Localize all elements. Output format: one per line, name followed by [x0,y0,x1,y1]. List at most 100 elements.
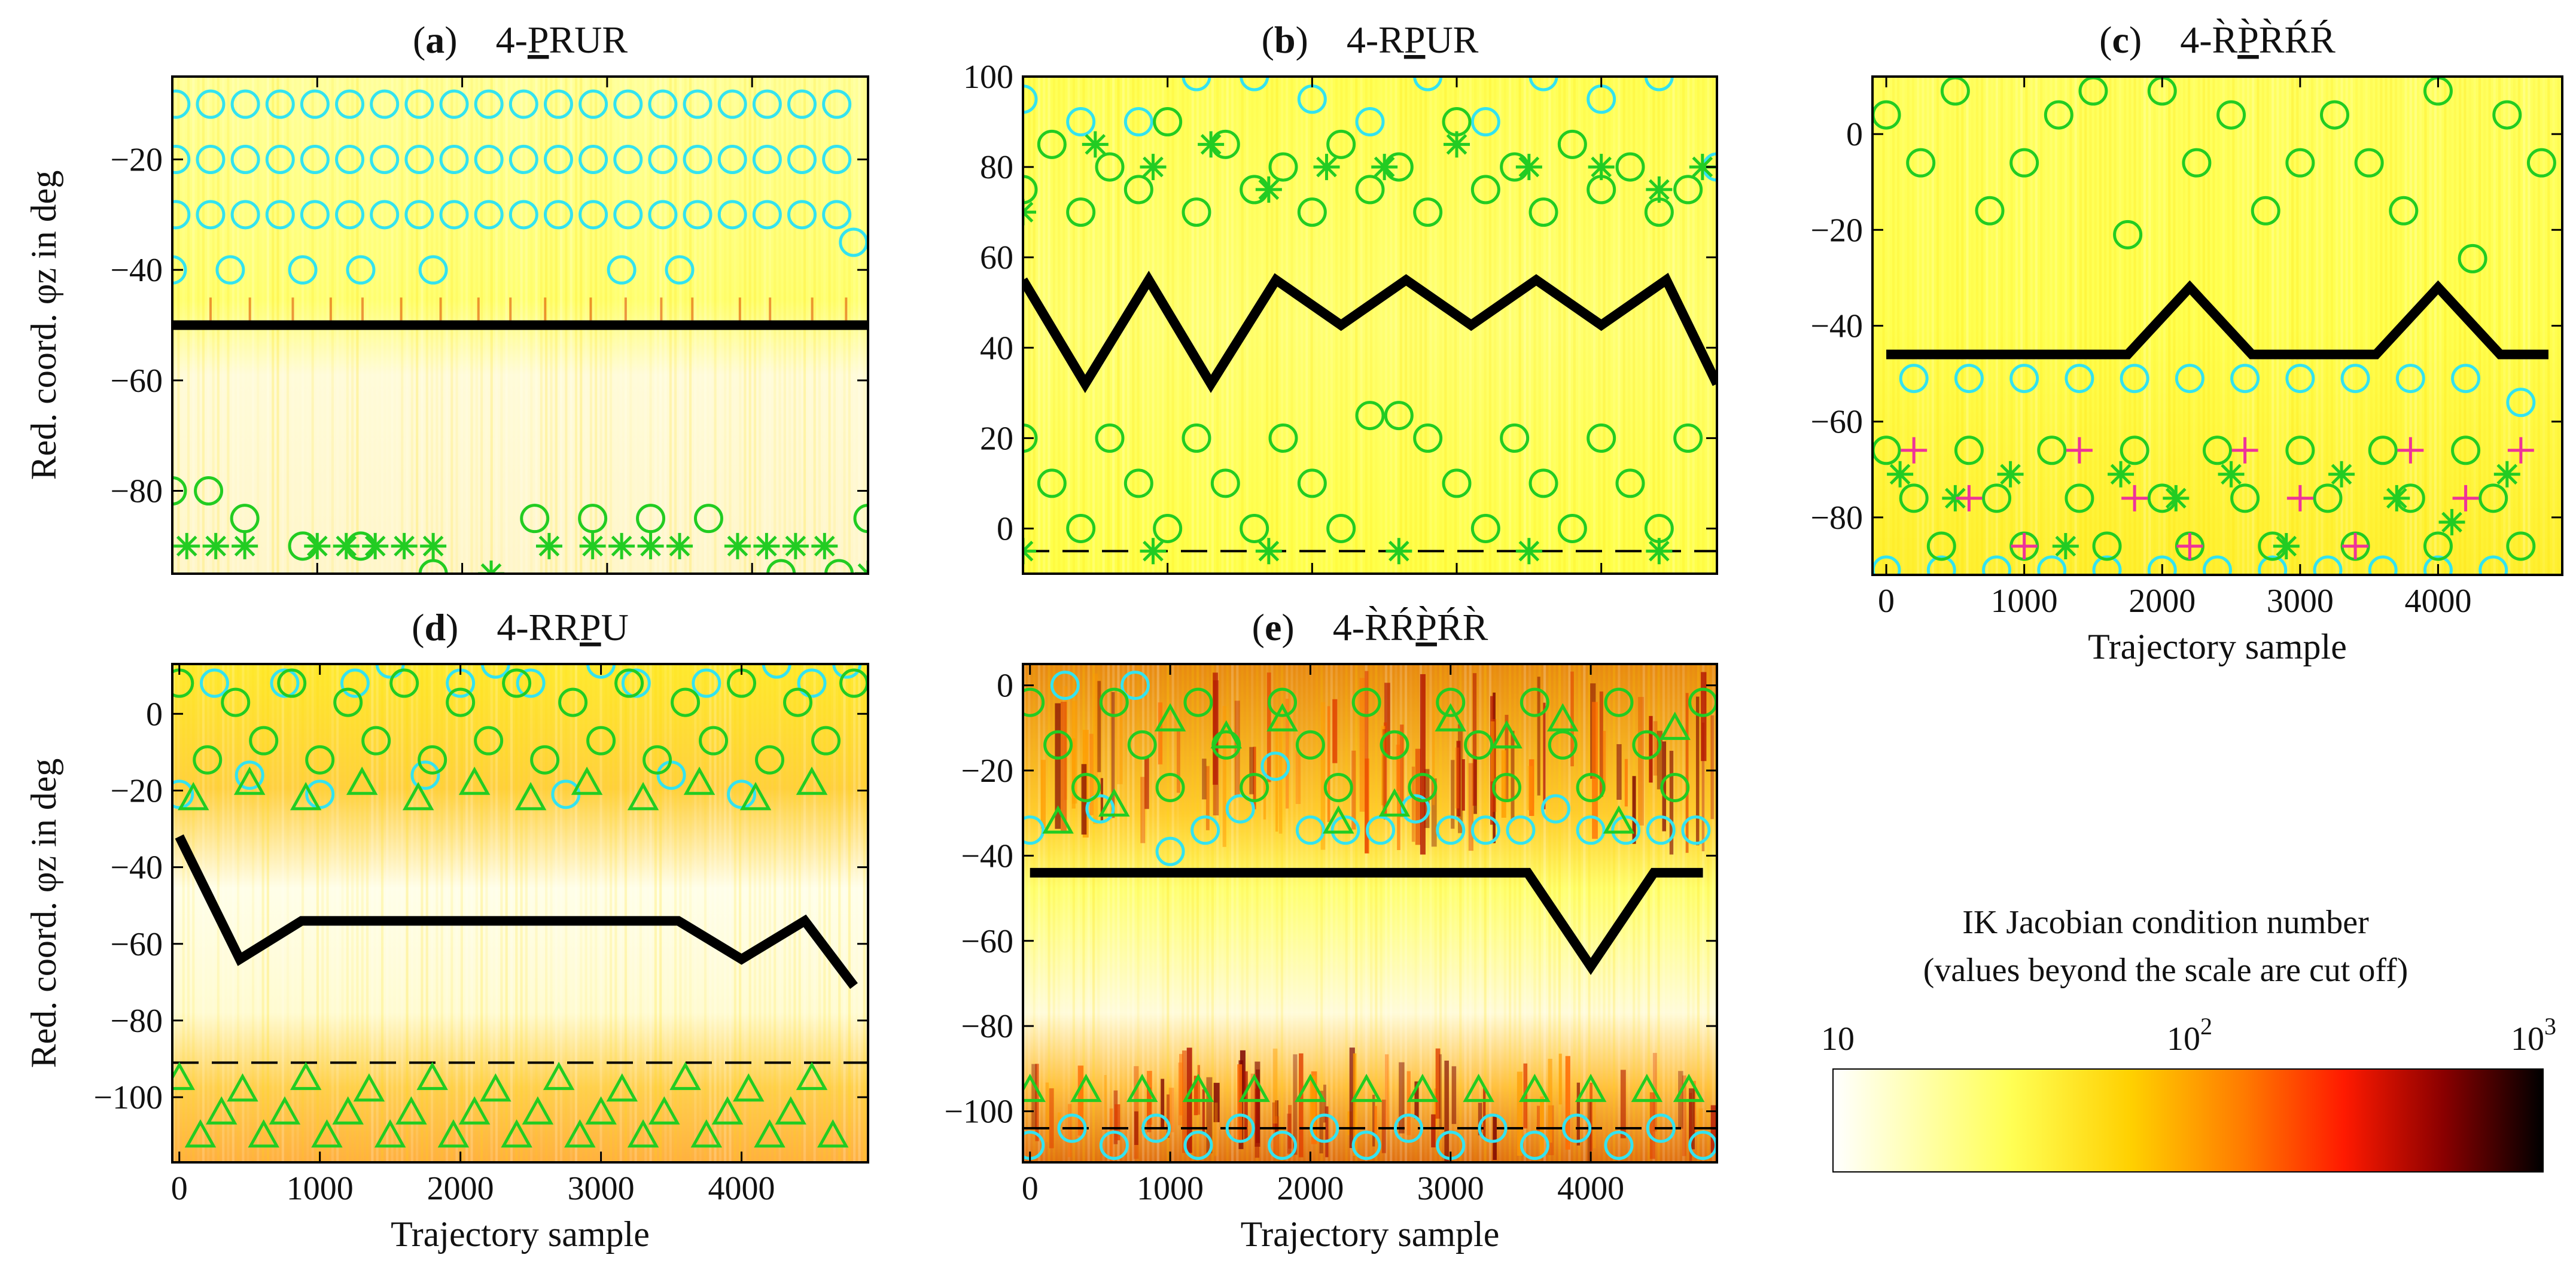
heatmap-hotspot [1031,1064,1037,1128]
heatmap-stripe [2464,77,2467,575]
heatmap-stripe [2069,77,2072,575]
heatmap-stripe [1310,664,1313,1162]
panel-a: −80 −60 −40 −20 (a) 4-PRUR Red. coord. φz in … [24,19,869,575]
heatmap-stripe [1147,664,1150,1162]
heatmap-stripe [287,664,290,1162]
heatmap-stripe [1494,664,1497,1162]
axes-frame [171,663,869,1164]
heatmap-hotspot [1193,1076,1198,1116]
heatmap-stripe [1286,77,1289,574]
heatmap-hotspot [248,297,251,325]
heatmap-texture [172,664,866,1162]
heatmap-stripe [1092,664,1095,1162]
heatmap-stripe [798,664,801,1162]
cyan-circle-marker [474,145,504,174]
heatmap-hotspot [1349,1047,1355,1149]
green-circle-marker [172,476,187,505]
green-triangle-marker [233,766,266,795]
heatmap-stripe [281,664,284,1162]
heatmap-stripe [530,664,533,1162]
trajectory-line [1023,270,1717,394]
cyan-circle-marker [822,89,852,119]
green-circle-marker [766,559,796,574]
heatmap-hotspot [1537,1106,1540,1132]
y-tick-label: 20 [980,420,1013,457]
green-circle-marker [1095,423,1125,453]
heatmap-hotspot [1374,1106,1377,1135]
green-star-marker [2328,461,2355,488]
green-circle-marker [1268,687,1298,717]
heatmap-stripe [1444,77,1447,574]
heatmap-stripe [1182,77,1185,574]
green-circle-marker [1926,531,1956,561]
green-circle-marker [1182,423,1211,453]
heatmap-stripe [1206,77,1209,574]
trajectory-line [1030,867,1703,975]
heatmap-stripe [2217,77,2220,575]
green-circle-marker [643,745,672,775]
heatmap-stripe [1236,664,1239,1162]
heatmap-stripe [2114,77,2117,575]
green-star-marker [1198,131,1225,158]
cyan-circle-marker [1644,77,1674,92]
heatmap-stripe [2178,77,2181,575]
heatmap-stripe [366,664,369,1162]
star-stroke [394,535,415,557]
heatmap-stripe [1434,77,1437,574]
heatmap-stripe [709,664,712,1162]
cyan-circle-marker [1926,555,1956,575]
green-triangle-marker [1126,1073,1158,1103]
heatmap-stripe [1350,664,1353,1162]
plot-area-e [1023,664,1717,1162]
heatmap-stripe [2005,77,2008,575]
heatmap-hotspot [1400,724,1404,817]
heatmap-stripe [2498,77,2501,575]
heatmap-stripe [733,664,736,1162]
heatmap-background [172,664,868,1162]
heatmap-stripe [619,664,622,1162]
heatmap-stripe [2380,77,2383,575]
cyan-circle-marker [508,89,538,119]
cyan-circle-marker [410,760,440,790]
heatmap-stripe [1474,664,1477,1162]
heatmap-stripe [1712,664,1715,1162]
green-triangle-marker [1266,703,1298,732]
heatmap-stripe [222,664,225,1162]
heatmap-stripe [1613,664,1616,1162]
heatmap-hotspot [1461,759,1465,811]
heatmap-hotspot [1237,1064,1243,1141]
heatmap-stripe [410,664,413,1162]
heatmap-stripe [1062,77,1065,574]
green-circle-marker [2120,436,2149,465]
heatmap-hotspot [329,297,332,325]
heatmap-stripe [2286,77,2289,575]
green-circle-marker [578,504,608,534]
heatmap-hotspot [209,297,212,325]
x-axis-label: Trajectory sample [2088,627,2347,666]
heatmap-stripe [1667,664,1670,1162]
green-circle-marker [1899,483,1929,513]
green-circle-marker [1982,483,2012,513]
green-circle-marker [853,504,868,534]
heatmap-stripe [1484,77,1487,574]
heatmap-stripe [1692,664,1695,1162]
heatmap-stripe [1211,77,1214,574]
star-stroke [611,535,632,557]
heatmap-stripe [1538,664,1541,1162]
green-circle-marker [1384,401,1414,431]
green-circle-marker [1576,772,1606,802]
heatmap-hotspot [1250,1073,1256,1123]
star-stroke [2165,488,2187,509]
heatmap-hotspot [1332,699,1338,763]
green-star-marker [579,532,606,559]
heatmap-hotspot [1055,703,1061,829]
green-circle-marker [418,559,448,574]
heatmap-stripe [1464,664,1467,1162]
green-star-marker [2438,508,2465,535]
heatmap-stripe [1956,77,1959,575]
heatmap-hotspot [769,297,772,325]
heatmap-stripe [1052,664,1055,1162]
heatmap-stripe [2385,77,2388,575]
green-circle-marker [1436,687,1466,717]
green-circle-marker [1520,687,1549,717]
